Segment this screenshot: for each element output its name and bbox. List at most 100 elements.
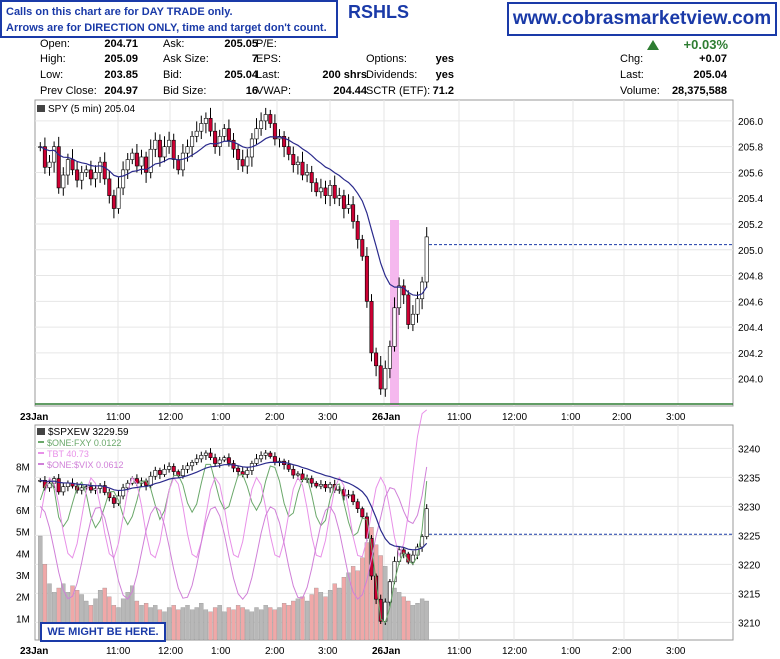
candle xyxy=(374,352,379,367)
stat-label: Bid: xyxy=(163,69,182,81)
stat-label: SCTR (ETF): xyxy=(366,85,431,97)
volume-tick-label: 6M xyxy=(16,506,30,517)
volume-bar xyxy=(415,603,420,641)
candle xyxy=(410,313,415,325)
volume-bar xyxy=(341,577,347,641)
candle xyxy=(355,221,360,240)
stat-label: P/E: xyxy=(256,38,277,50)
candle xyxy=(231,463,236,469)
y-tick-label: 205.6 xyxy=(738,168,763,179)
candle xyxy=(65,159,70,176)
fxy-line xyxy=(39,463,428,624)
candle xyxy=(70,159,75,171)
stat-label: Last: xyxy=(620,69,644,81)
candle xyxy=(203,118,208,124)
stat-value: 205.05 xyxy=(224,38,258,50)
stat-value: 200 shrs xyxy=(322,69,367,81)
candle xyxy=(144,156,149,173)
note-line-1: Calls on this chart are for DAY TRADE on… xyxy=(6,6,233,18)
y-tick-label: 3225 xyxy=(738,531,761,542)
y-tick-label: 204.4 xyxy=(738,323,763,334)
volume-bar xyxy=(208,611,213,641)
x-tick-label: 11:00 xyxy=(447,412,472,423)
stat-label: Ask Size: xyxy=(163,53,209,65)
candle xyxy=(341,195,346,209)
candle xyxy=(167,466,172,470)
candle xyxy=(259,120,264,129)
candle xyxy=(295,473,300,476)
volume-bar xyxy=(346,572,351,641)
candle xyxy=(153,470,158,477)
volume-tick-label: 4M xyxy=(16,549,30,560)
candle xyxy=(194,458,199,463)
x-tick-label: 26Jan xyxy=(372,412,400,423)
volume-bar xyxy=(410,605,416,641)
candle xyxy=(328,185,333,196)
candle xyxy=(47,161,52,168)
candle xyxy=(56,478,61,493)
stat-value: 205.09 xyxy=(104,53,138,65)
candle xyxy=(309,172,314,184)
volume-bar xyxy=(235,605,241,641)
candle xyxy=(167,139,172,147)
candle xyxy=(314,182,319,193)
candle xyxy=(236,467,241,472)
stat-value: 203.85 xyxy=(104,69,138,81)
candle xyxy=(364,255,369,302)
x-tick-label: 2:00 xyxy=(612,412,632,423)
candle xyxy=(387,346,392,369)
y-tick-label: 204.6 xyxy=(738,297,763,308)
x-tick-label: 26Jan xyxy=(372,646,400,657)
candle xyxy=(130,152,135,160)
candle xyxy=(392,561,397,583)
we-might-be-here-box: WE MIGHT BE HERE. xyxy=(40,622,166,642)
candle xyxy=(222,128,227,137)
candle xyxy=(79,172,84,181)
volume-bar xyxy=(180,607,186,641)
y-tick-label: 3215 xyxy=(738,589,761,600)
legend-entry: TBT 40.73 xyxy=(47,449,89,459)
candle xyxy=(236,148,241,160)
candle xyxy=(75,169,80,181)
volume-bar xyxy=(392,587,397,641)
candle xyxy=(323,484,328,489)
volume-bar xyxy=(355,570,360,641)
volume-tick-label: 1M xyxy=(16,614,30,625)
stat-value: 28,375,588 xyxy=(671,85,727,97)
volume-bar xyxy=(360,557,365,641)
candle xyxy=(203,452,208,456)
candle xyxy=(213,457,218,464)
y-tick-label: 205.4 xyxy=(738,194,763,205)
x-tick-label: 2:00 xyxy=(265,412,285,423)
site-banner[interactable]: www.cobrasmarketview.com xyxy=(507,2,777,36)
stat-value: 204.97 xyxy=(104,85,138,97)
candle xyxy=(190,136,195,147)
candle xyxy=(378,365,383,390)
x-tick-label: 11:00 xyxy=(106,646,131,657)
candle xyxy=(102,485,107,493)
candle xyxy=(194,130,199,137)
volume-bar xyxy=(291,600,296,641)
candle xyxy=(88,486,93,491)
stat-label: Options: xyxy=(366,53,407,65)
candle xyxy=(56,146,61,189)
x-tick-label: 11:00 xyxy=(447,646,472,657)
note-line-2: Arrows are for DIRECTION ONLY, time and … xyxy=(6,22,327,34)
volume-bar xyxy=(396,592,402,641)
candle xyxy=(392,307,397,347)
candle xyxy=(406,294,411,325)
candle xyxy=(180,468,185,476)
legend-entry: $ONE:$VIX 0.0612 xyxy=(47,460,124,470)
volume-bar xyxy=(231,609,236,641)
volume-bar xyxy=(171,605,176,641)
moving-average-line xyxy=(40,136,428,297)
volume-bar xyxy=(245,609,250,641)
candle xyxy=(148,475,153,486)
candle xyxy=(153,139,158,150)
stat-value: 205.04 xyxy=(693,69,727,81)
candle xyxy=(323,187,328,196)
y-tick-label: 3230 xyxy=(738,502,761,513)
volume-bar xyxy=(327,590,333,641)
candle xyxy=(111,497,116,504)
candle xyxy=(162,468,167,475)
